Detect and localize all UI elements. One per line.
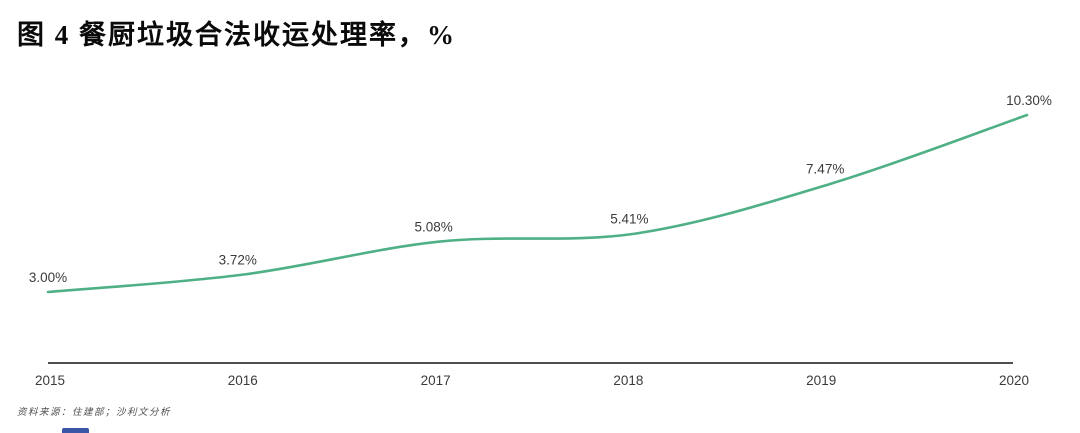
x-tick-label: 2020 (999, 373, 1029, 388)
x-tick-label: 2016 (228, 373, 258, 388)
data-label: 3.00% (29, 270, 67, 285)
data-label: 7.47% (806, 162, 844, 177)
data-label: 10.30% (1006, 93, 1052, 108)
source-note: 资料来源：住建部；沙利文分析 (17, 408, 172, 418)
data-label: 5.08% (414, 220, 452, 235)
x-tick-label: 2019 (806, 373, 836, 388)
series-line (46, 113, 1029, 294)
x-tick-label: 2015 (35, 373, 65, 388)
x-tick-label: 2018 (613, 373, 643, 388)
data-label: 3.72% (219, 253, 257, 268)
data-label: 5.41% (610, 212, 648, 227)
x-tick-label: 2017 (421, 373, 451, 388)
figure-title: 图 4 餐厨垃圾合法收运处理率，% (17, 20, 456, 50)
cropped-blue-element (62, 428, 89, 433)
